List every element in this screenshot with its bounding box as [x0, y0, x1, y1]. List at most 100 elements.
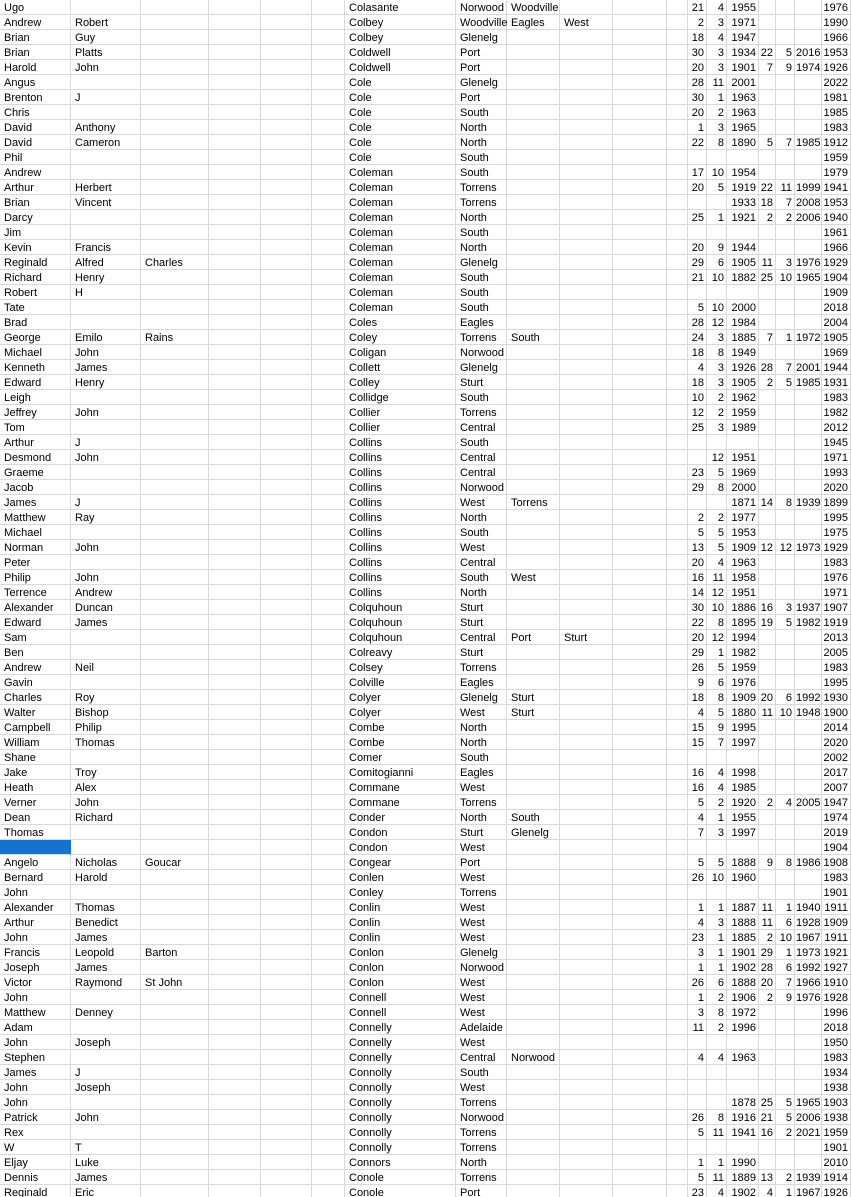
cell-debut-year[interactable]: 1905: [822, 330, 851, 345]
cell-surname[interactable]: Commane: [345, 795, 456, 810]
cell-empty-l[interactable]: [667, 810, 688, 825]
cell-surname[interactable]: Cole: [345, 75, 456, 90]
cell-empty-f[interactable]: [312, 795, 345, 810]
cell-empty-l[interactable]: [667, 1050, 688, 1065]
cell-birth-month[interactable]: 1: [707, 645, 727, 660]
cell-empty-f[interactable]: [312, 870, 345, 885]
cell-empty-f[interactable]: [312, 1020, 345, 1035]
cell-death-day[interactable]: [759, 435, 776, 450]
cell-death-year[interactable]: 1939: [795, 495, 822, 510]
cell-club-2[interactable]: [507, 480, 560, 495]
cell-empty-l[interactable]: [667, 1065, 688, 1080]
cell-surname[interactable]: Conlon: [345, 945, 456, 960]
cell-birth-month[interactable]: 10: [707, 270, 727, 285]
cell-birth-day[interactable]: 4: [688, 360, 707, 375]
cell-club-2[interactable]: Eagles: [507, 15, 560, 30]
cell-empty-f[interactable]: [312, 255, 345, 270]
cell-third-name[interactable]: [141, 885, 209, 900]
cell-debut-year[interactable]: 1930: [822, 690, 851, 705]
cell-birth-month[interactable]: [707, 1065, 727, 1080]
cell-birth-year[interactable]: [727, 1065, 759, 1080]
cell-empty-l[interactable]: [667, 60, 688, 75]
cell-surname[interactable]: Conlin: [345, 900, 456, 915]
cell-middle-name[interactable]: Eric: [71, 1185, 141, 1197]
cell-first-name[interactable]: Edward: [0, 375, 71, 390]
cell-birth-day[interactable]: 15: [688, 720, 707, 735]
cell-club-1[interactable]: South: [456, 225, 507, 240]
cell-death-month[interactable]: [776, 390, 795, 405]
cell-death-year[interactable]: [795, 1155, 822, 1170]
cell-death-month[interactable]: [776, 450, 795, 465]
cell-first-name[interactable]: William: [0, 735, 71, 750]
cell-birth-year[interactable]: 1933: [727, 195, 759, 210]
cell-death-day[interactable]: [759, 15, 776, 30]
cell-death-year[interactable]: [795, 315, 822, 330]
cell-empty-k[interactable]: [613, 600, 667, 615]
cell-first-name[interactable]: Andrew: [0, 660, 71, 675]
cell-empty-f[interactable]: [312, 1005, 345, 1020]
cell-empty-e[interactable]: [261, 255, 312, 270]
cell-death-year[interactable]: 1966: [795, 975, 822, 990]
cell-death-day[interactable]: 7: [759, 60, 776, 75]
cell-club-3[interactable]: [560, 750, 613, 765]
cell-empty-k[interactable]: [613, 555, 667, 570]
cell-club-3[interactable]: [560, 1125, 613, 1140]
cell-empty-l[interactable]: [667, 1155, 688, 1170]
cell-club-3[interactable]: [560, 1170, 613, 1185]
cell-birth-month[interactable]: 1: [707, 210, 727, 225]
cell-third-name[interactable]: [141, 810, 209, 825]
cell-birth-year[interactable]: [727, 885, 759, 900]
cell-death-year[interactable]: [795, 885, 822, 900]
cell-death-year[interactable]: [795, 75, 822, 90]
cell-debut-year[interactable]: 1976: [822, 0, 851, 15]
cell-death-month[interactable]: [776, 1050, 795, 1065]
cell-third-name[interactable]: [141, 195, 209, 210]
cell-club-2[interactable]: [507, 375, 560, 390]
cell-birth-year[interactable]: 1995: [727, 720, 759, 735]
cell-empty-d[interactable]: [209, 450, 261, 465]
cell-empty-e[interactable]: [261, 135, 312, 150]
cell-first-name[interactable]: Joseph: [0, 960, 71, 975]
cell-birth-month[interactable]: [707, 840, 727, 855]
cell-club-2[interactable]: [507, 720, 560, 735]
cell-surname[interactable]: Coleman: [345, 255, 456, 270]
cell-club-1[interactable]: West: [456, 1080, 507, 1095]
cell-birth-year[interactable]: 1916: [727, 1110, 759, 1125]
cell-empty-f[interactable]: [312, 420, 345, 435]
cell-death-month[interactable]: [776, 735, 795, 750]
cell-surname[interactable]: Colyer: [345, 690, 456, 705]
cell-death-day[interactable]: [759, 1155, 776, 1170]
cell-third-name[interactable]: [141, 480, 209, 495]
cell-surname[interactable]: Collins: [345, 555, 456, 570]
cell-middle-name[interactable]: John: [71, 345, 141, 360]
cell-death-month[interactable]: 5: [776, 1110, 795, 1125]
cell-birth-month[interactable]: 3: [707, 825, 727, 840]
cell-club-2[interactable]: [507, 735, 560, 750]
cell-middle-name[interactable]: Benedict: [71, 915, 141, 930]
cell-club-2[interactable]: [507, 585, 560, 600]
cell-club-1[interactable]: West: [456, 990, 507, 1005]
cell-death-day[interactable]: [759, 480, 776, 495]
cell-middle-name[interactable]: Anthony: [71, 120, 141, 135]
cell-club-3[interactable]: [560, 135, 613, 150]
cell-empty-d[interactable]: [209, 705, 261, 720]
cell-empty-e[interactable]: [261, 1065, 312, 1080]
cell-death-year[interactable]: [795, 1005, 822, 1020]
cell-surname[interactable]: Connolly: [345, 1095, 456, 1110]
cell-middle-name[interactable]: Harold: [71, 870, 141, 885]
cell-club-3[interactable]: [560, 915, 613, 930]
cell-third-name[interactable]: [141, 1110, 209, 1125]
cell-death-year[interactable]: 2016: [795, 45, 822, 60]
cell-surname[interactable]: Conlon: [345, 975, 456, 990]
cell-empty-k[interactable]: [613, 825, 667, 840]
cell-empty-d[interactable]: [209, 735, 261, 750]
cell-debut-year[interactable]: 1971: [822, 450, 851, 465]
cell-birth-year[interactable]: 1902: [727, 1185, 759, 1197]
cell-death-day[interactable]: [759, 840, 776, 855]
cell-club-1[interactable]: North: [456, 735, 507, 750]
cell-club-2[interactable]: Torrens: [507, 495, 560, 510]
cell-third-name[interactable]: Rains: [141, 330, 209, 345]
cell-club-2[interactable]: [507, 360, 560, 375]
cell-empty-d[interactable]: [209, 945, 261, 960]
cell-third-name[interactable]: [141, 1170, 209, 1185]
